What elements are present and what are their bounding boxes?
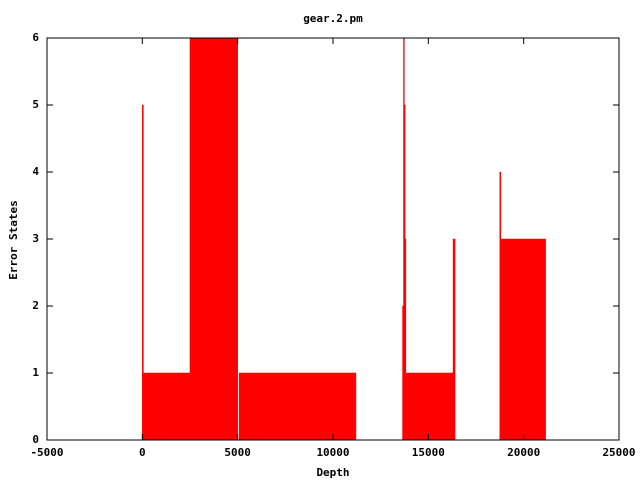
x-tick-label: 5000 xyxy=(224,446,251,459)
chart-title: gear.2.pm xyxy=(303,12,363,25)
x-axis-label: Depth xyxy=(316,466,349,479)
y-tick-label: 5 xyxy=(32,98,39,111)
y-tick-label: 2 xyxy=(32,299,39,312)
x-tick-label: 20000 xyxy=(507,446,540,459)
y-tick-label: 3 xyxy=(32,232,39,245)
y-tick-label: 0 xyxy=(32,433,39,446)
x-tick-label: 25000 xyxy=(602,446,635,459)
y-axis-label: Error States xyxy=(7,200,20,279)
y-tick-label: 1 xyxy=(32,366,39,379)
x-tick-label: 15000 xyxy=(412,446,445,459)
y-tick-label: 4 xyxy=(32,165,39,178)
y-tick-label: 6 xyxy=(32,31,39,44)
x-tick-label: 10000 xyxy=(316,446,349,459)
area xyxy=(142,37,546,441)
plot-border xyxy=(46,37,620,441)
x-tick-label: -5000 xyxy=(30,446,63,459)
x-tick-label: 0 xyxy=(139,446,146,459)
